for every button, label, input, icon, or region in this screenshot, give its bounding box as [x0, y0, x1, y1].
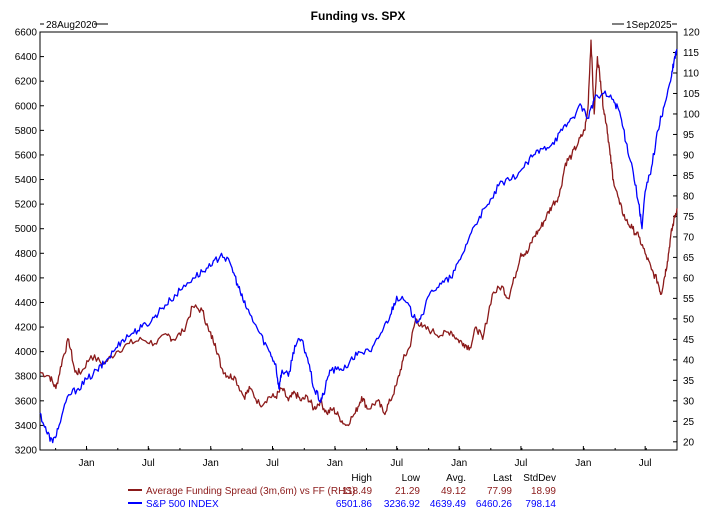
x-tick-label: Jul [266, 458, 279, 469]
legend-header-high: High [351, 473, 372, 484]
right-tick-label: 35 [683, 376, 695, 387]
x-tick-label: Jul [142, 458, 155, 469]
plot-area [39, 31, 678, 451]
left-tick-label: 5200 [15, 200, 38, 211]
left-tick-label: 5600 [15, 150, 38, 161]
right-tick-label: 20 [683, 437, 695, 448]
start-date-marker: 28Aug2020 [40, 20, 108, 31]
x-tick-label: Jul [639, 458, 652, 469]
legend-header-stddev: StdDev [523, 473, 556, 484]
right-tick-label: 30 [683, 396, 695, 407]
left-tick-label: 6200 [15, 77, 38, 88]
right-axis: 20 25 30 35 40 45 50 55 60 65 70 75 80 85 90 95 100 105 11… [673, 28, 700, 448]
series-spx-line [39, 48, 678, 444]
right-tick-label: 105 [683, 89, 700, 100]
right-tick-label: 95 [683, 130, 695, 141]
start-date-label: 28Aug2020 [46, 20, 98, 31]
funding-stat-low: 21.29 [395, 486, 420, 497]
legend: High Low Avg. Last StdDev Average Fundin… [128, 473, 556, 510]
x-tick-label: Jul [515, 458, 528, 469]
right-tick-label: 45 [683, 335, 695, 346]
legend-header-low: Low [402, 473, 421, 484]
series-layer [39, 39, 678, 444]
spx-stat-stddev: 798.14 [525, 499, 556, 510]
x-tick-label: Jan [575, 458, 591, 469]
x-tick-label: Jan [327, 458, 343, 469]
spx-stat-low: 3236.92 [384, 499, 421, 510]
left-tick-label: 5000 [15, 224, 38, 235]
right-tick-label: 85 [683, 171, 695, 182]
chart-title: Funding vs. SPX [311, 9, 406, 23]
funding-stat-stddev: 18.99 [531, 486, 556, 497]
x-tick-label: Jan [203, 458, 219, 469]
legend-label-spx: S&P 500 INDEX [146, 499, 219, 510]
right-tick-label: 65 [683, 253, 695, 264]
left-tick-label: 4000 [15, 347, 38, 358]
left-axis: 3200 3400 3600 3800 4000 4200 4400 4600 4800 5000… [15, 28, 44, 457]
right-tick-label: 60 [683, 273, 695, 284]
funding-stat-high: 118.49 [342, 486, 372, 497]
left-tick-label: 4600 [15, 273, 38, 284]
left-tick-label: 3400 [15, 421, 38, 432]
right-tick-label: 50 [683, 314, 695, 325]
end-date-label: 1Sep2025 [626, 20, 672, 31]
funding-stat-last: 77.99 [487, 486, 512, 497]
right-tick-label: 100 [683, 109, 700, 120]
right-tick-label: 25 [683, 417, 695, 428]
left-tick-label: 4800 [15, 249, 38, 260]
spx-stat-high: 6501.86 [336, 499, 373, 510]
left-tick-label: 5800 [15, 126, 38, 137]
right-tick-label: 55 [683, 294, 695, 305]
legend-header-last: Last [493, 473, 512, 484]
legend-label-funding: Average Funding Spread (3m,6m) vs FF (RH… [146, 486, 355, 497]
right-tick-label: 70 [683, 232, 695, 243]
right-tick-label: 110 [683, 68, 699, 79]
left-tick-label: 6000 [15, 101, 38, 112]
left-tick-label: 3200 [15, 446, 38, 457]
series-funding-spread-line [39, 39, 678, 427]
right-tick-label: 80 [683, 191, 695, 202]
funding-stat-avg: 49.12 [441, 486, 466, 497]
right-tick-label: 90 [683, 150, 695, 161]
right-tick-label: 120 [683, 28, 700, 39]
spx-stat-last: 6460.26 [476, 499, 513, 510]
left-tick-label: 3800 [15, 372, 38, 383]
x-tick-label: Jul [390, 458, 403, 469]
right-tick-label: 40 [683, 355, 695, 366]
right-tick-label: 75 [683, 212, 695, 223]
left-tick-label: 6600 [15, 28, 38, 39]
spx-stat-avg: 4639.49 [430, 499, 467, 510]
left-tick-label: 3600 [15, 396, 38, 407]
right-tick-label: 115 [683, 48, 699, 59]
legend-header-avg: Avg. [446, 473, 466, 484]
left-tick-label: 6400 [15, 52, 38, 63]
x-tick-label: Jan [451, 458, 467, 469]
end-date-marker: 1Sep2025 [612, 20, 677, 31]
left-tick-label: 4400 [15, 298, 38, 309]
left-tick-label: 4200 [15, 323, 38, 334]
x-tick-label: Jan [78, 458, 94, 469]
left-tick-label: 5400 [15, 175, 38, 186]
x-axis: Jan Jul Jan Jul Jan Jul Jan Jul Jan Jul [55, 446, 652, 469]
